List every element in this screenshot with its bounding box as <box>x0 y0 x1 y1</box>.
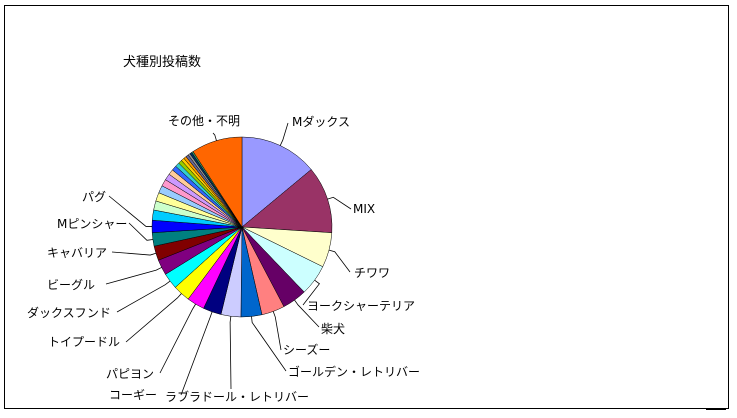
slice-label: シーズー <box>283 342 330 357</box>
slice-label: Mピンシャー <box>57 217 127 231</box>
slice-label: MIX <box>353 202 375 216</box>
slice-label: パグ <box>82 190 106 204</box>
pie-slice <box>192 136 243 228</box>
slice-labels: Mダックス MIX チワワヨークシャーテリア柴犬シーズーゴールデン・レトリバーラブラ… <box>27 114 420 404</box>
leader-line <box>327 196 352 210</box>
leader-line <box>212 132 217 141</box>
leader-lines <box>105 122 352 396</box>
leader-line <box>229 316 232 390</box>
leader-line <box>328 249 351 273</box>
leader-line <box>272 311 282 351</box>
pie-slice <box>241 169 333 233</box>
corner-mark <box>706 408 726 410</box>
chart-title: 犬種別投稿数 <box>123 54 201 70</box>
leader-line <box>279 122 289 146</box>
pie-slice <box>241 136 312 228</box>
slice-label: ゴールデン・レトリバー <box>288 364 420 379</box>
slice-label: その他・不明 <box>168 114 240 128</box>
leader-line <box>116 280 171 313</box>
leader-line <box>294 299 320 328</box>
pie-chart: 犬種別投稿数 Mダックス MIX チワワヨークシャーテリア柴犬シーズーゴールデン・レ… <box>27 54 420 404</box>
leader-line <box>302 279 320 306</box>
slice-label: Mダックス <box>292 114 350 129</box>
slice-label: ダックスフンド <box>27 305 111 320</box>
leader-line <box>105 267 162 285</box>
leader-line <box>159 303 196 374</box>
slice-label: ラブラドール・レトリバー <box>165 389 309 404</box>
leader-line <box>180 311 213 396</box>
leader-line <box>125 293 182 343</box>
slice-label: チワワ <box>354 266 390 280</box>
slice-label: 柴犬 <box>321 322 345 336</box>
leader-line <box>128 222 153 241</box>
chart-frame: 犬種別投稿数 Mダックス MIX チワワヨークシャーテリア柴犬シーズーゴールデン・レ… <box>4 5 729 409</box>
leader-line <box>108 195 153 227</box>
leader-line <box>111 251 157 256</box>
slice-label: コーギー <box>109 388 157 402</box>
slice-label: ビーグル <box>47 278 95 292</box>
leader-line <box>251 316 287 372</box>
slice-label: キャバリア <box>47 246 107 260</box>
pie-slices <box>151 136 333 318</box>
slice-label: ヨークシャーテリア <box>307 299 415 313</box>
slice-label: パピヨン <box>106 367 154 381</box>
slice-label: トイプードル <box>48 335 120 349</box>
